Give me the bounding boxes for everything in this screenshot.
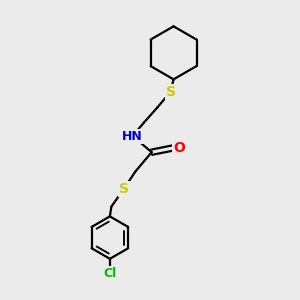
Text: S: S (119, 182, 129, 196)
Text: HN: HN (122, 130, 143, 142)
Text: S: S (166, 85, 176, 99)
Text: Cl: Cl (103, 267, 116, 280)
Text: O: O (173, 141, 185, 155)
